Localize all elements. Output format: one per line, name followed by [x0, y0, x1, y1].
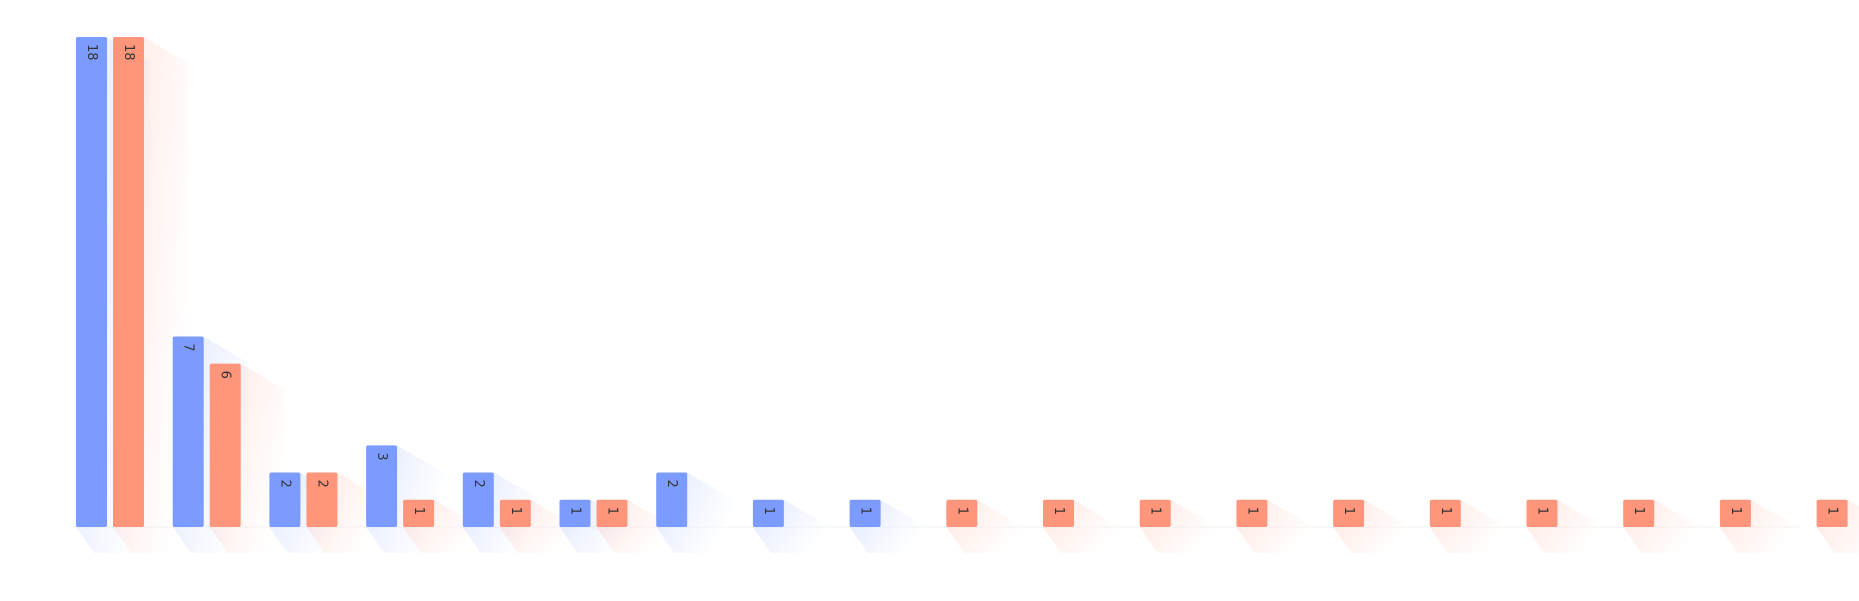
bar	[1043, 499, 1074, 527]
bar	[306, 472, 338, 527]
bar-value-label: 1	[508, 507, 523, 515]
bar-value-label: 1	[1051, 507, 1066, 515]
bar-value-label: 1	[1825, 507, 1840, 515]
bar-value-label: 1	[568, 507, 583, 515]
bars-group	[76, 37, 1848, 527]
bar	[1526, 499, 1558, 527]
bar-value-label: 1	[605, 507, 620, 515]
bar-value-label: 1	[761, 507, 776, 515]
bar-value-label: 1	[1341, 507, 1356, 515]
bar	[76, 37, 107, 527]
bar-value-label: 1	[1148, 507, 1163, 515]
bar-value-label: 1	[1535, 507, 1550, 515]
bar-value-label: 1	[411, 507, 426, 515]
bar-value-label: 2	[664, 480, 679, 488]
bar-value-label: 3	[374, 452, 389, 460]
bar	[946, 499, 978, 527]
bar	[1623, 499, 1655, 527]
bar	[1139, 499, 1171, 527]
bar-value-label: 2	[277, 480, 292, 488]
bar	[499, 499, 531, 527]
bar	[172, 336, 204, 527]
bar	[1333, 499, 1365, 527]
bar-value-label: 2	[314, 480, 329, 488]
bar-value-label: 1	[1728, 507, 1743, 515]
bar-value-label: 1	[858, 507, 873, 515]
bar	[1236, 499, 1268, 527]
bar	[1429, 499, 1461, 527]
bar	[849, 499, 881, 527]
bar-value-label: 18	[84, 44, 99, 61]
bar	[209, 363, 241, 527]
bar	[269, 472, 301, 527]
bar-labels-group: 18 18 7 6 2 2 3 1 2 1 1 1 2 1 1 1 1 1 1 1 1 1 1 1 1	[84, 44, 1840, 515]
bar-value-label: 18	[121, 44, 136, 61]
bar-shadow	[306, 472, 382, 553]
bar-value-label: 2	[471, 480, 486, 488]
bar	[1719, 499, 1751, 527]
bar-value-label: 1	[1631, 507, 1646, 515]
bar	[462, 472, 494, 527]
bar	[403, 499, 435, 527]
bar	[559, 499, 591, 527]
bar-shadow	[656, 472, 732, 553]
bar	[366, 445, 398, 527]
bar-value-label: 6	[218, 371, 233, 379]
bar-value-label: 7	[181, 343, 196, 351]
bar	[656, 472, 688, 527]
bar-shadows	[76, 37, 1859, 553]
bar	[596, 499, 628, 527]
bar	[113, 37, 144, 527]
bar-value-label: 1	[954, 507, 969, 515]
bar	[752, 499, 784, 527]
bar-value-label: 1	[1244, 507, 1259, 515]
bar-value-label: 1	[1438, 507, 1453, 515]
bar	[1816, 499, 1848, 527]
